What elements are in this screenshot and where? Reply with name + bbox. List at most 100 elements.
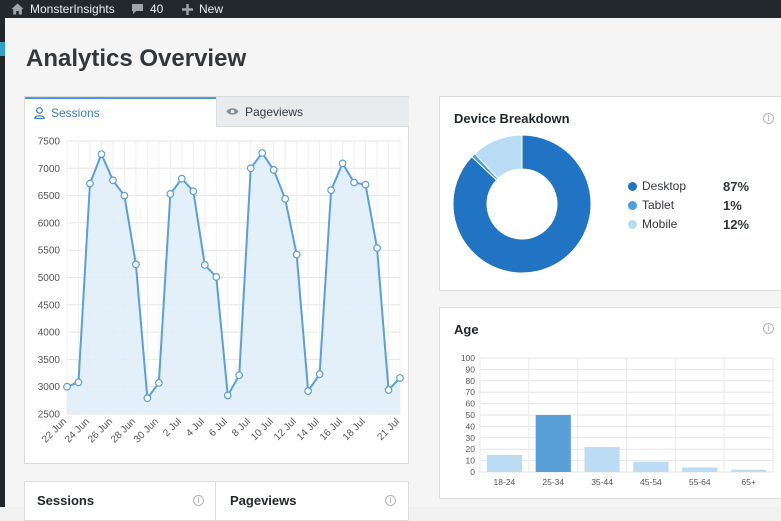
y-tick-label: 90 — [466, 364, 476, 374]
x-tick-label: 25-34 — [542, 477, 564, 487]
info-icon[interactable]: i — [385, 495, 396, 506]
legend-tablet: Tablet 1% — [628, 197, 781, 213]
data-point — [86, 179, 94, 188]
data-point — [63, 382, 71, 391]
x-tick-label: 21 Jul — [375, 416, 402, 443]
data-point — [373, 244, 381, 252]
data-point — [223, 391, 232, 400]
y-tick-label: 100 — [461, 353, 475, 363]
data-point — [200, 261, 209, 269]
y-tick-label: 40 — [466, 421, 476, 431]
y-tick-label: 4000 — [38, 328, 61, 339]
y-tick-label: 60 — [466, 399, 476, 409]
legend-desktop-percent: 87% — [723, 178, 750, 194]
device-donut-chart — [452, 134, 592, 274]
data-point — [361, 180, 370, 189]
data-point — [189, 187, 198, 196]
y-tick-label: 2500 — [38, 410, 61, 421]
x-tick-label: 22 Jun — [40, 416, 69, 445]
y-tick-label: 20 — [466, 444, 476, 454]
data-point — [350, 178, 358, 187]
admin-menu-edge — [0, 18, 5, 507]
sessions-summary-card: Sessions i — [24, 481, 216, 521]
tab-sessions[interactable]: Sessions — [25, 97, 216, 127]
device-breakdown-panel: Device Breakdown i Desktop 87% Tablet 1%… — [439, 96, 781, 291]
info-icon[interactable]: i — [763, 323, 774, 334]
y-tick-label: 6500 — [38, 191, 61, 202]
x-tick-label: 24 Jun — [63, 416, 92, 445]
new-content-link[interactable]: New — [182, 0, 223, 18]
desktop-color-dot — [628, 181, 637, 191]
bar-35-44 — [584, 446, 620, 472]
pageviews-card-title: Pageviews — [230, 493, 297, 508]
pageviews-summary-card: Pageviews i — [215, 481, 409, 521]
mobile-color-dot — [628, 219, 637, 229]
data-point — [304, 387, 313, 395]
data-point — [166, 190, 175, 198]
info-icon[interactable]: i — [763, 113, 774, 124]
y-tick-label: 6000 — [38, 218, 61, 229]
data-point — [74, 378, 83, 387]
device-breakdown-title: Device Breakdown — [454, 111, 570, 126]
data-point — [120, 191, 129, 200]
comment-icon — [132, 4, 143, 14]
donut-slice-mobile — [474, 134, 523, 180]
age-title: Age — [454, 322, 479, 337]
home-icon — [11, 3, 24, 15]
legend-mobile-percent: 12% — [723, 216, 750, 232]
tab-pageviews-label: Pageviews — [245, 104, 304, 119]
tab-sessions-label: Sessions — [51, 106, 100, 120]
sessions-card-title: Sessions — [37, 493, 95, 508]
x-tick-label: 65+ — [741, 477, 755, 487]
plus-icon — [182, 3, 193, 15]
bar-25-34 — [535, 415, 571, 472]
data-point — [258, 149, 267, 157]
x-tick-label: 26 Jun — [86, 416, 115, 445]
x-tick-label: 10 Jul — [249, 416, 276, 443]
info-icon[interactable]: i — [193, 495, 204, 506]
new-label: New — [199, 2, 224, 16]
donut-slice-desktop — [452, 134, 592, 274]
x-tick-label: 2 Jul — [161, 416, 184, 439]
y-tick-label: 7500 — [38, 137, 61, 148]
data-point — [235, 371, 244, 380]
sessions-area — [67, 153, 400, 414]
x-tick-label: 18-24 — [494, 477, 516, 487]
eye-icon — [226, 108, 239, 115]
x-tick-label: 14 Jul — [295, 416, 322, 443]
tab-pageviews[interactable]: Pageviews — [216, 97, 409, 127]
x-tick-label: 35-44 — [591, 477, 613, 487]
y-tick-label: 5000 — [38, 273, 61, 284]
data-point — [97, 150, 106, 159]
data-point — [269, 166, 278, 174]
y-tick-label: 3000 — [38, 382, 61, 393]
age-panel: Age i 0 10 20 30 40 50 60 70 80 90 100 18-24 25-34 35… — [439, 307, 781, 499]
comments-link[interactable]: 40 — [131, 0, 163, 18]
page-content: Analytics Overview Sessions Pageviews 25… — [5, 18, 781, 521]
site-link[interactable]: MonsterInsights — [11, 0, 115, 18]
bar-45-54 — [633, 461, 669, 472]
data-point — [143, 394, 152, 403]
user-icon — [34, 107, 45, 119]
data-point — [338, 159, 347, 168]
x-tick-label: 6 Jul — [207, 416, 230, 439]
y-tick-label: 70 — [466, 387, 476, 397]
x-tick-label: 28 Jun — [109, 416, 138, 445]
traffic-chart-panel: Sessions Pageviews 2500 3000 3500 4000 4500 5… — [24, 96, 409, 464]
x-tick-label: 45-54 — [640, 477, 662, 487]
data-point — [212, 273, 221, 281]
x-tick-label: 16 Jul — [318, 416, 345, 443]
data-point — [292, 250, 301, 259]
y-tick-label: 80 — [466, 376, 476, 386]
page-title: Analytics Overview — [26, 45, 247, 72]
data-point — [281, 194, 290, 203]
data-point — [327, 186, 336, 195]
x-tick-label: 12 Jul — [272, 416, 299, 443]
data-point — [154, 378, 163, 387]
legend-desktop: Desktop 87% — [628, 178, 781, 194]
legend-tablet-label: Tablet — [642, 198, 675, 212]
data-point — [315, 370, 324, 379]
data-point — [177, 174, 186, 183]
legend-tablet-percent: 1% — [723, 197, 742, 213]
